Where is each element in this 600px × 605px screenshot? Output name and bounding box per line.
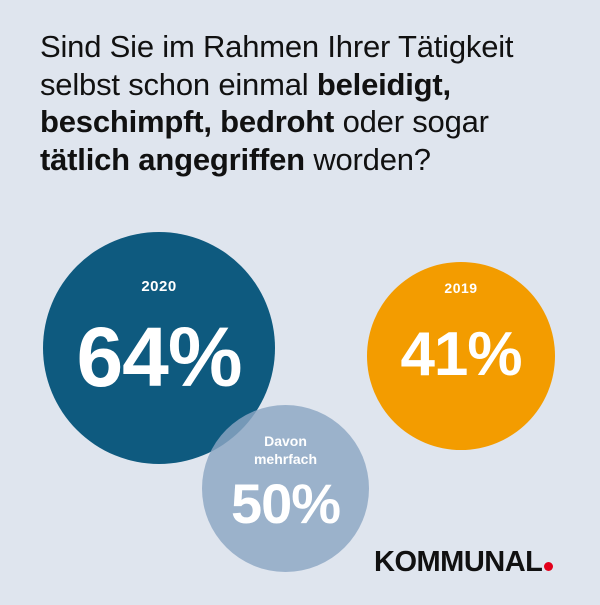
question-text-part-3: worden? [304, 141, 431, 177]
question-emphasis-1: beleidigt, beschimpft, bedroht [40, 66, 451, 140]
percent-value-2019: 41% [400, 320, 522, 389]
question-text-part-2: oder sogar [334, 104, 489, 139]
percent-value-repeated: 50% [230, 472, 341, 535]
repeated-label-line-1: Davon [264, 433, 307, 449]
stat-circle-2019: 2019 41% [367, 262, 555, 450]
logo-dot-icon [544, 562, 554, 571]
year-label-2019: 2019 [444, 280, 478, 296]
repeated-label-line-2: mehrfach [253, 450, 318, 467]
year-label-2020: 2020 [141, 278, 177, 295]
stat-circle-repeated: Davon mehrfach 50% [202, 405, 369, 572]
question-text-part-1: Sind Sie im Rahmen Ihrer Tätigkeit selbs… [40, 29, 514, 102]
percent-value-2020: 64% [76, 310, 242, 404]
question-emphasis-2: tätlich angegriffen [40, 141, 305, 177]
kommunal-logo: KOMMUNAL [374, 546, 554, 579]
survey-question: Sind Sie im Rahmen Ihrer Tätigkeit selbs… [40, 28, 580, 178]
repeated-label: Davon mehrfach [254, 433, 317, 468]
logo-wordmark: KOMMUNAL [374, 546, 543, 578]
